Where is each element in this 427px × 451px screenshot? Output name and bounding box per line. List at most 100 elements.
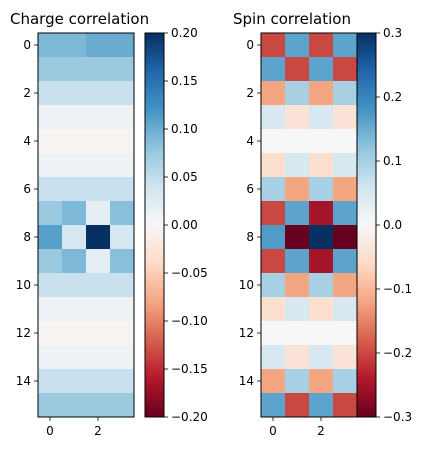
heatmap-cell	[38, 129, 63, 154]
heatmap-cell	[110, 297, 135, 322]
y-tick-label: 6	[23, 182, 31, 196]
heatmap-cell	[62, 57, 87, 82]
heatmap-cell	[309, 369, 334, 394]
heatmap-cell	[261, 249, 286, 274]
heatmap-cell	[38, 105, 63, 130]
heatmap-cell	[86, 249, 111, 274]
heatmap-cell	[110, 201, 135, 226]
heatmap-cell	[86, 153, 111, 178]
heatmap-cell	[110, 249, 135, 274]
heatmap-cell	[38, 57, 63, 82]
heatmap-cell	[333, 393, 358, 418]
y-tick-label: 4	[23, 134, 31, 148]
colorbar-tick-label: 0.15	[171, 74, 198, 88]
y-tick-label: 12	[239, 326, 254, 340]
y-tick-label: 8	[23, 230, 31, 244]
heatmap-cell	[333, 153, 358, 178]
heatmap-cell	[261, 369, 286, 394]
x-tick-label: 0	[46, 424, 54, 438]
heatmap-cell	[309, 225, 334, 250]
heatmap-cell	[333, 369, 358, 394]
heatmap-cell	[261, 153, 286, 178]
heatmap-cell	[285, 321, 310, 346]
heatmap-cell	[333, 297, 358, 322]
heatmap-cell	[38, 81, 63, 106]
heatmap-cell	[261, 177, 286, 202]
y-tick-label: 10	[239, 278, 254, 292]
heatmap-cell	[38, 249, 63, 274]
y-tick-label: 0	[23, 38, 31, 52]
y-tick-label: 2	[246, 86, 254, 100]
heatmap-cell	[285, 57, 310, 82]
heatmap-cell	[261, 297, 286, 322]
x-tick-label: 2	[317, 424, 325, 438]
colorbar	[356, 32, 377, 418]
heatmap-frame	[37, 32, 135, 418]
colorbar-tick-label: −0.20	[171, 410, 208, 424]
heatmap-cell	[285, 153, 310, 178]
colorbar-tick-label: 0.05	[171, 170, 198, 184]
heatmap-cell	[62, 369, 87, 394]
heatmap-cell	[309, 57, 334, 82]
heatmap-cell	[86, 129, 111, 154]
heatmap-cell	[333, 321, 358, 346]
heatmap-cell	[285, 225, 310, 250]
y-tick-label: 0	[246, 38, 254, 52]
heatmap-cell	[309, 345, 334, 370]
heatmap-cell	[86, 345, 111, 370]
heatmap-cell	[62, 273, 87, 298]
heatmap-cell	[309, 273, 334, 298]
heatmap-cell	[285, 81, 310, 106]
heatmap-cell	[309, 201, 334, 226]
heatmap-cell	[261, 225, 286, 250]
x-tick-label: 2	[94, 424, 102, 438]
heatmap-cell	[62, 33, 87, 58]
colorbar-tick-label: −0.15	[171, 362, 208, 376]
heatmap-cell	[110, 273, 135, 298]
heatmap-cell	[333, 129, 358, 154]
colorbar-tick-label: −0.1	[383, 282, 412, 296]
heatmap-cell	[110, 153, 135, 178]
heatmap-cell	[62, 321, 87, 346]
heatmap-cell	[261, 129, 286, 154]
heatmap-cell	[86, 81, 111, 106]
heatmap-cell	[309, 297, 334, 322]
heatmap-cell	[110, 81, 135, 106]
heatmap-cell	[285, 345, 310, 370]
y-tick-label: 4	[246, 134, 254, 148]
heatmap-cell	[285, 177, 310, 202]
heatmap-cell	[62, 297, 87, 322]
heatmap-cell	[38, 321, 63, 346]
heatmap-cell	[261, 33, 286, 58]
heatmap-cell	[38, 273, 63, 298]
heatmap-cell	[110, 177, 135, 202]
y-tick-label: 10	[16, 278, 31, 292]
heatmap-cell	[86, 225, 111, 250]
colorbar-tick-label: 0.20	[171, 26, 198, 40]
heatmap-cell	[86, 105, 111, 130]
y-tick-label: 6	[246, 182, 254, 196]
heatmap-cell	[38, 177, 63, 202]
heatmap-cell	[110, 369, 135, 394]
heatmap-cell	[309, 129, 334, 154]
heatmap-cell	[309, 153, 334, 178]
charge-correlation-panel: Charge correlation 0 2 4 6 8 10 12 14 0 2 0.20 0.15…	[10, 10, 208, 438]
heatmap-cell	[309, 81, 334, 106]
heatmap-cell	[309, 33, 334, 58]
heatmap-cell	[285, 33, 310, 58]
heatmap-cell	[86, 393, 111, 418]
heatmap-cell	[62, 345, 87, 370]
heatmap-cell	[110, 321, 135, 346]
heatmap-cell	[110, 33, 135, 58]
heatmap-cell	[62, 105, 87, 130]
heatmap-cell	[333, 105, 358, 130]
heatmap-cell	[110, 105, 135, 130]
heatmap-cell	[38, 153, 63, 178]
heatmap-cell	[110, 225, 135, 250]
heatmap-cell	[261, 393, 286, 418]
heatmap-cell	[285, 273, 310, 298]
heatmap-cell	[62, 129, 87, 154]
heatmap-cell	[110, 129, 135, 154]
colorbar-tick-label: −0.10	[171, 314, 208, 328]
